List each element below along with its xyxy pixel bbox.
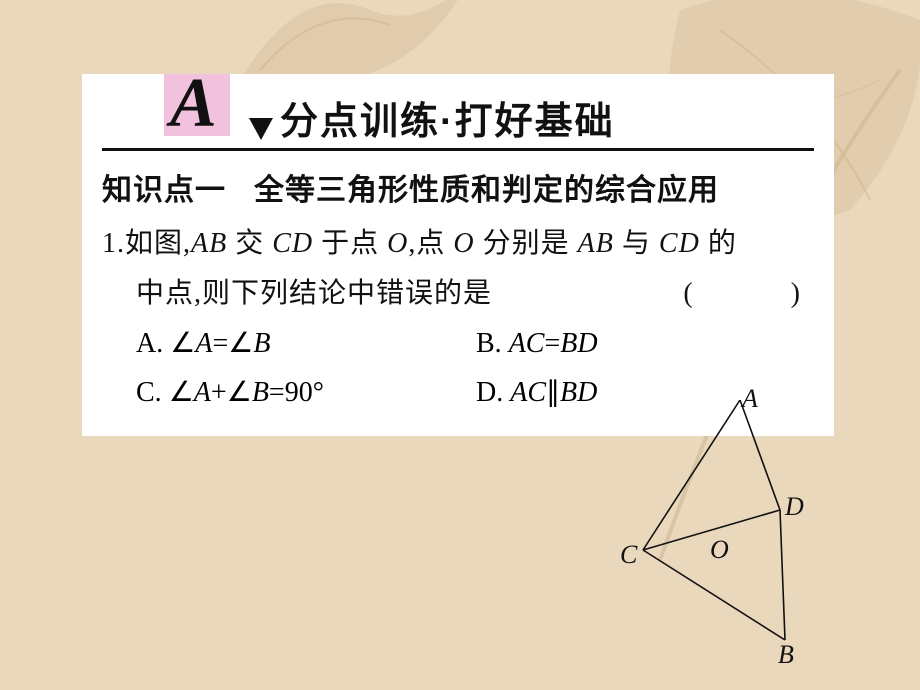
- section-header: A 分点训练·打好基础: [102, 82, 814, 151]
- question-line-2: 中点,则下列结论中错误的是 ( ): [102, 269, 814, 319]
- optC-B: ∠B: [227, 377, 269, 408]
- optA-right: ∠B: [228, 328, 270, 359]
- optD-prefix: D.: [476, 377, 503, 408]
- optD-op: ∥: [546, 377, 560, 408]
- q-AB2: AB: [578, 228, 614, 259]
- optA-prefix: A.: [136, 328, 163, 359]
- options-block: A. ∠A=∠B B. AC=BD C. ∠A+∠B=90° D. AC∥BD: [102, 319, 814, 419]
- q-t9: 分别是: [475, 228, 578, 259]
- option-D: D. AC∥BD: [476, 368, 597, 418]
- content-panel: A 分点训练·打好基础 知识点一 全等三角形性质和判定的综合应用 1.如图,AB…: [82, 74, 834, 436]
- q-O1: O: [387, 228, 408, 259]
- q-CD2: CD: [659, 228, 700, 259]
- question-text: 1.如图,AB 交 CD 于点 O,点 O 分别是 AB 与 CD 的 中点,则…: [102, 219, 814, 319]
- figure-label-C: C: [620, 540, 637, 570]
- optD-left: AC: [510, 377, 546, 408]
- q-t3: 交: [227, 228, 272, 259]
- q-O2: O: [453, 228, 474, 259]
- knowledge-point-label: 知识点一: [102, 174, 226, 207]
- optC-op2: =: [269, 377, 285, 408]
- section-letter: A: [170, 64, 217, 144]
- q-t5: 于点: [313, 228, 387, 259]
- q-t7: ,点: [408, 228, 453, 259]
- figure-label-D: D: [785, 492, 804, 522]
- answer-paren: ( ): [683, 269, 814, 319]
- question-line-1: 1.如图,AB 交 CD 于点 O,点 O 分别是 AB 与 CD 的: [102, 219, 814, 269]
- option-C: C. ∠A+∠B=90°: [136, 368, 476, 418]
- q-CD1: CD: [272, 228, 313, 259]
- q-t13: 的: [700, 228, 737, 259]
- options-row-2: C. ∠A+∠B=90° D. AC∥BD: [136, 368, 814, 418]
- option-A: A. ∠A=∠B: [136, 319, 476, 369]
- optC-op1: +: [211, 377, 227, 408]
- section-title: 分点训练·打好基础: [280, 90, 615, 145]
- optA-left: ∠A: [170, 328, 212, 359]
- optB-left: AC: [509, 328, 545, 359]
- options-row-1: A. ∠A=∠B B. AC=BD: [136, 319, 814, 369]
- geometry-figure: A D C O B: [610, 400, 800, 660]
- knowledge-point-title: 全等三角形性质和判定的综合应用: [254, 174, 719, 207]
- optA-op: =: [212, 328, 228, 359]
- optC-A: ∠A: [169, 377, 211, 408]
- optC-right: 90°: [285, 377, 324, 408]
- q-t11: 与: [614, 228, 659, 259]
- optC-prefix: C.: [136, 377, 162, 408]
- figure-svg: [610, 400, 800, 660]
- optB-prefix: B.: [476, 328, 502, 359]
- q-t1: 如图,: [125, 228, 191, 259]
- knowledge-point-line: 知识点一 全等三角形性质和判定的综合应用: [102, 165, 814, 209]
- optD-right: BD: [560, 377, 597, 408]
- optB-op: =: [544, 328, 560, 359]
- question-number: 1.: [102, 228, 125, 259]
- q-AB1: AB: [191, 228, 227, 259]
- figure-label-B: B: [778, 640, 794, 670]
- optB-right: BD: [560, 328, 597, 359]
- option-B: B. AC=BD: [476, 319, 598, 369]
- q-line2-text: 中点,则下列结论中错误的是: [136, 278, 492, 309]
- figure-label-O: O: [710, 535, 729, 565]
- triangle-icon: [249, 118, 273, 140]
